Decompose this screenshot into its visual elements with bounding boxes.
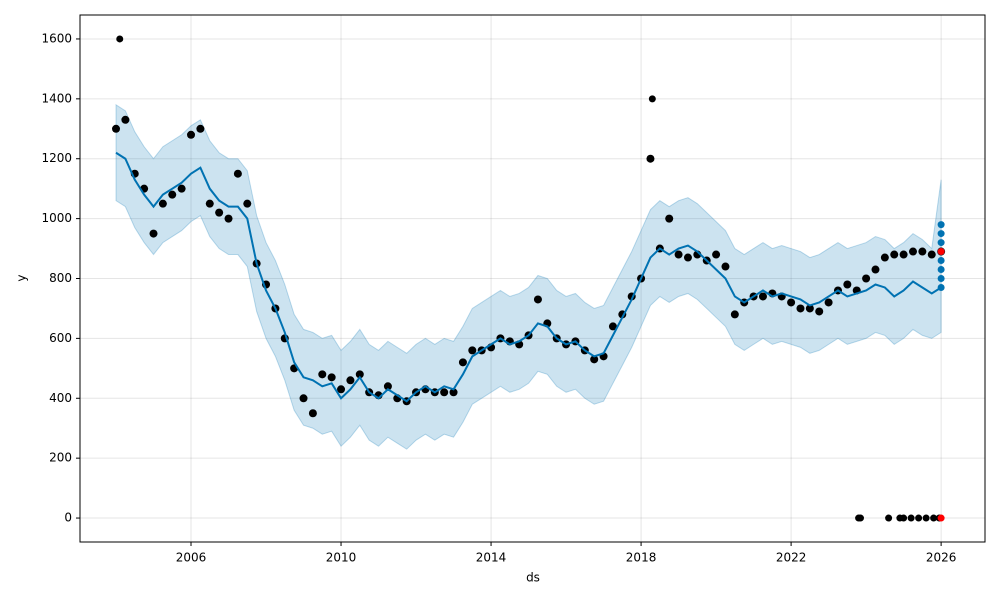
data-point: [608, 322, 617, 331]
data-point: [112, 124, 121, 133]
data-point: [215, 208, 224, 217]
x-tick-label: 2014: [476, 551, 507, 565]
data-point: [871, 265, 880, 274]
data-point: [880, 253, 889, 262]
data-point: [243, 199, 252, 208]
data-point: [149, 229, 158, 238]
data-point: [648, 95, 656, 103]
data-point: [458, 358, 467, 367]
data-point: [900, 514, 908, 522]
data-point: [922, 514, 930, 522]
y-tick-label: 1600: [41, 31, 72, 45]
data-point: [177, 184, 186, 193]
data-point: [915, 514, 923, 522]
x-tick-label: 2026: [926, 551, 957, 565]
data-point: [665, 214, 674, 223]
data-point: [712, 250, 721, 259]
data-point: [918, 247, 927, 256]
data-point: [337, 385, 346, 394]
data-point: [158, 199, 167, 208]
data-point: [908, 247, 917, 256]
data-point: [937, 275, 945, 282]
y-tick-label: 1200: [41, 151, 72, 165]
y-tick-label: 200: [49, 451, 72, 465]
data-point: [121, 115, 130, 124]
y-tick-label: 1000: [41, 211, 72, 225]
data-point: [824, 298, 833, 307]
uncertainty-band: [115, 103, 942, 450]
data-point: [318, 370, 327, 379]
data-point: [299, 394, 308, 403]
data-point: [815, 307, 824, 316]
data-point: [856, 514, 864, 522]
data-point: [205, 199, 214, 208]
data-point: [674, 250, 683, 259]
data-point: [308, 409, 317, 418]
forecast-line: [115, 151, 942, 403]
data-point: [937, 239, 945, 247]
y-tick-label: 600: [49, 331, 72, 345]
data-point: [468, 346, 477, 355]
data-point: [937, 257, 945, 265]
data-point: [440, 388, 449, 397]
x-axis-label: ds: [526, 571, 540, 585]
data-point: [533, 295, 542, 304]
x-tick-label: 2022: [776, 551, 807, 565]
data-point: [730, 310, 739, 319]
data-point: [937, 248, 945, 256]
data-point: [885, 514, 893, 522]
data-point: [890, 250, 899, 259]
data-point: [383, 382, 392, 391]
data-point: [683, 253, 692, 262]
data-point: [758, 292, 767, 301]
data-point: [233, 169, 242, 178]
y-axis-label: y: [15, 274, 29, 281]
data-point: [862, 274, 871, 283]
data-point: [449, 388, 458, 397]
data-point: [937, 266, 945, 274]
data-point: [796, 304, 805, 313]
data-point: [327, 373, 336, 382]
data-point: [168, 190, 177, 199]
data-point: [355, 370, 364, 379]
data-point: [937, 514, 945, 522]
y-tick-label: 400: [49, 391, 72, 405]
data-point: [187, 130, 196, 139]
y-tick-label: 800: [49, 271, 72, 285]
data-point: [930, 514, 938, 522]
data-point: [721, 262, 730, 271]
data-point: [843, 280, 852, 289]
y-tick-label: 0: [64, 511, 72, 525]
x-tick-label: 2018: [626, 551, 657, 565]
plot-area: [80, 15, 985, 542]
data-point: [116, 35, 124, 43]
data-point: [646, 154, 655, 163]
data-point: [937, 221, 945, 229]
x-tick-label: 2006: [176, 551, 207, 565]
data-point: [787, 298, 796, 307]
data-point: [907, 514, 915, 522]
x-tick-label: 2010: [326, 551, 357, 565]
data-point: [937, 230, 945, 238]
data-point: [927, 250, 936, 259]
y-tick-label: 1400: [41, 91, 72, 105]
data-point: [590, 355, 599, 364]
data-point: [346, 376, 355, 385]
data-point: [805, 304, 814, 313]
data-point: [224, 214, 233, 223]
data-point: [196, 124, 205, 133]
data-point: [899, 250, 908, 259]
